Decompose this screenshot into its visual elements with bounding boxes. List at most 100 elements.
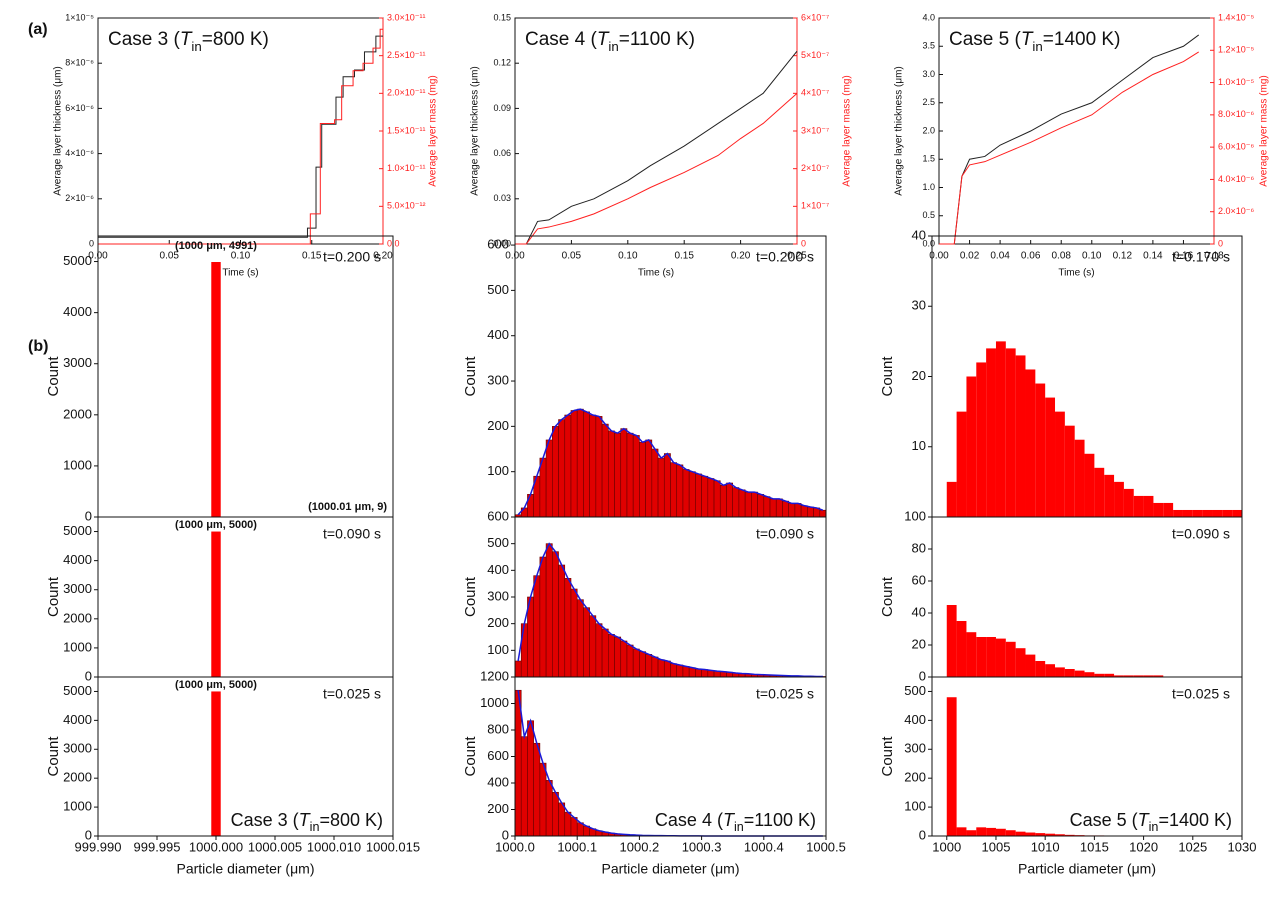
bar <box>1153 502 1164 517</box>
y-tick-label: 400 <box>487 774 509 789</box>
x-tick-label: 1000.1 <box>557 839 597 854</box>
x-tick-label: 0.08 <box>1051 251 1071 262</box>
annotation: (1000 μm, 5000) <box>175 679 257 691</box>
y-axis-label: Count <box>45 736 62 777</box>
bar <box>552 426 559 518</box>
y-tick-label: 500 <box>487 535 509 550</box>
plot-frame <box>97 676 394 837</box>
bar <box>545 780 553 837</box>
y-axis-label: Count <box>462 736 479 777</box>
y2-tick-label: 2.5×10⁻¹¹ <box>387 50 426 60</box>
bar <box>639 651 646 678</box>
y-tick-label: 4×10⁻⁶ <box>65 148 94 158</box>
y-tick-label: 0.12 <box>493 58 511 68</box>
bar <box>620 640 628 678</box>
y-tick-label: 0 <box>85 508 92 523</box>
bar <box>552 551 559 678</box>
bar <box>595 416 603 518</box>
data-line <box>515 50 798 245</box>
bar <box>583 607 590 678</box>
fit-line <box>517 542 823 678</box>
title-part: T <box>299 810 312 830</box>
title-part: in <box>734 820 744 834</box>
y-axis-label: Average layer thickness (μm) <box>53 66 64 196</box>
y-tick-label: 0.03 <box>493 193 511 203</box>
x-tick-label: 1000.3 <box>682 839 722 854</box>
y2-tick-label: 5.0×10⁻¹² <box>387 201 426 211</box>
bar <box>695 473 702 518</box>
data-line <box>939 51 1199 245</box>
y-tick-label: 200 <box>487 801 509 816</box>
bar <box>620 428 628 518</box>
y2-tick-label: 4×10⁻⁷ <box>801 88 829 98</box>
bar <box>807 506 814 518</box>
y-tick-label: 200 <box>904 770 926 785</box>
x-axis-label: Particle diameter (μm) <box>602 861 740 877</box>
bar <box>956 621 967 677</box>
bar <box>663 453 671 518</box>
bar <box>1212 509 1223 517</box>
x-tick-label: 1000.2 <box>620 839 660 854</box>
data-line <box>98 35 383 238</box>
bar <box>1163 502 1174 517</box>
bar <box>995 341 1006 517</box>
bar <box>751 491 758 518</box>
y-tick-label: 100 <box>487 642 509 657</box>
bar <box>663 660 671 678</box>
title-part: in <box>191 39 201 54</box>
y2-tick-label: 2.0×10⁻¹¹ <box>387 88 426 98</box>
x-tick-label: 999.990 <box>75 839 122 854</box>
bar <box>1025 832 1036 836</box>
bar <box>1055 667 1065 677</box>
title-part: =1400 K) <box>1158 810 1232 830</box>
bar <box>1182 509 1193 517</box>
x-tick-label: 1000 <box>932 839 961 854</box>
bar <box>986 637 996 677</box>
bar <box>688 471 696 518</box>
title-part: =800 K) <box>319 810 383 830</box>
y2-tick-label: 1.4×10⁻⁵ <box>1218 12 1255 22</box>
bar <box>726 482 733 518</box>
y-tick-label: 100 <box>487 463 509 478</box>
bar <box>558 564 566 678</box>
title-part: T <box>723 810 736 830</box>
bar <box>558 419 566 518</box>
bar <box>986 348 996 517</box>
time-label: t=0.025 s <box>1172 686 1230 702</box>
bar <box>1015 648 1026 677</box>
bar <box>800 505 808 518</box>
y-tick-label: 200 <box>487 615 509 630</box>
title-part: =1100 K) <box>744 810 816 830</box>
bar <box>946 481 957 517</box>
y-tick-label: 5000 <box>63 253 92 268</box>
bar <box>976 827 987 836</box>
bar <box>514 660 522 678</box>
y2-tick-label: 0 <box>1218 238 1223 248</box>
bar <box>701 669 709 678</box>
bar <box>676 464 684 518</box>
bar <box>1192 509 1203 517</box>
y-axis-label: Count <box>45 356 62 397</box>
bar <box>1055 411 1065 517</box>
bar <box>682 666 690 678</box>
x-tick-label: 0.20 <box>373 251 393 262</box>
bar <box>688 667 696 678</box>
bar <box>995 638 1006 677</box>
chart-title: Case 4 (Tin=1100 K) <box>655 810 816 835</box>
x-tick-label: 999.995 <box>134 839 181 854</box>
y-tick-label: 5000 <box>63 523 92 538</box>
bar <box>966 632 977 677</box>
title-part: T <box>1138 810 1151 830</box>
y2-axis-label: Average layer mass (mg) <box>1259 75 1270 187</box>
y2-tick-label: 6×10⁻⁷ <box>801 12 829 22</box>
y-tick-label: 100 <box>904 508 926 523</box>
title-part: Case 5 ( <box>1070 810 1138 830</box>
bar <box>576 599 584 678</box>
y-tick-label: 0 <box>89 238 94 248</box>
y-tick-label: 0.15 <box>493 12 511 22</box>
y-tick-label: 0 <box>919 668 926 683</box>
bar <box>1114 481 1124 517</box>
bar <box>775 498 783 518</box>
bar <box>1133 495 1144 517</box>
plot-frame <box>931 676 1243 837</box>
